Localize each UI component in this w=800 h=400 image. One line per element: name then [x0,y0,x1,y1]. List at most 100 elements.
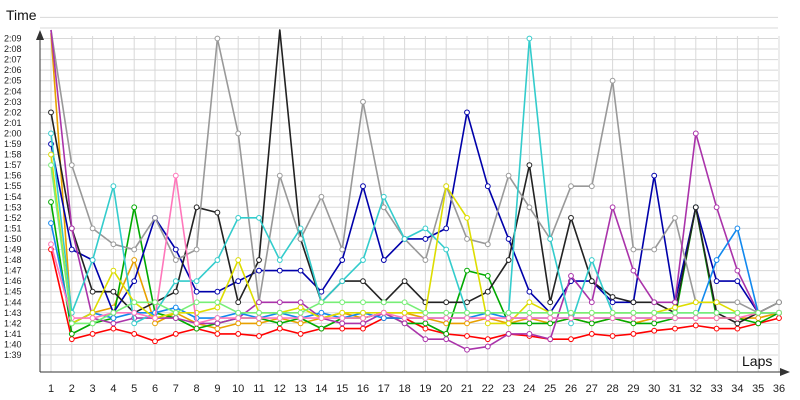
data-point [68,162,75,169]
x-tick-label: 34 [731,383,743,395]
x-axis-title: Laps [742,353,772,369]
data-point [609,309,616,316]
data-point [651,327,658,334]
data-point [131,320,138,327]
data-point [152,338,158,345]
y-tick-label: 2:06 [4,65,22,75]
data-point [464,333,470,339]
data-point [193,299,200,306]
data-point [568,336,574,343]
y-tick-label: 1:48 [4,255,22,265]
data-point [401,299,408,306]
data-point [48,241,54,248]
x-tick-label: 33 [710,383,722,395]
y-tick-label: 2:05 [4,76,22,86]
data-point [48,199,54,205]
data-point [422,320,429,327]
data-point [713,325,720,332]
data-point [568,214,574,221]
series-line [50,29,779,351]
data-point [89,257,96,263]
data-point [380,315,387,321]
data-point [110,267,117,274]
data-point [734,225,741,232]
data-point [755,320,762,327]
data-point [422,225,429,232]
data-point [568,183,574,190]
data-point [68,336,75,343]
data-point [505,320,512,327]
data-point [68,320,75,327]
x-tick-label: 28 [606,383,618,395]
data-point [588,320,595,327]
data-point [547,315,554,321]
data-point [131,246,138,253]
data-point [505,315,512,321]
series-line [50,249,780,343]
data-point [172,309,179,316]
data-point [588,299,595,306]
data-point [464,299,470,306]
data-point [734,315,741,321]
data-point [48,130,54,137]
data-point [484,320,491,327]
data-point [276,172,283,179]
data-point [505,236,512,242]
data-point [464,309,470,316]
data-point [193,325,200,332]
series-line [50,154,779,325]
data-point [630,299,637,306]
data-point [734,309,741,316]
data-point [568,320,574,327]
data-point [214,288,221,295]
data-point [630,320,637,327]
data-point [110,320,117,327]
data-point [464,267,470,274]
data-point [152,320,158,327]
data-point [526,331,533,337]
data-point [172,288,179,295]
y-tick-label: 1:43 [4,308,22,318]
data-point [235,309,242,316]
data-point [464,315,470,321]
data-point [464,214,470,221]
data-point [339,309,346,316]
data-point [776,315,782,321]
data-point [755,315,762,321]
data-point [401,236,408,242]
y-tick-label: 1:44 [4,297,22,307]
data-point [484,241,491,248]
data-point [193,320,200,327]
data-point [380,204,387,211]
data-point [692,309,699,316]
y-tick-label: 2:08 [4,44,22,54]
data-point [214,320,221,327]
x-tick-label: 14 [315,383,327,395]
data-point [256,214,262,221]
data-point [172,304,179,311]
data-point [256,257,262,263]
data-point [692,204,699,211]
data-point [547,309,554,316]
data-point [360,325,366,332]
data-point [588,278,595,285]
y-tick-label: 1:49 [4,245,22,255]
x-tick-label: 16 [357,383,369,395]
data-point [776,299,782,306]
x-tick-label: 3 [90,383,96,395]
series-9 [48,220,782,327]
series-4 [48,109,782,316]
data-point [443,299,450,306]
data-point [609,294,616,300]
data-point [484,272,491,279]
data-point [672,214,678,221]
data-point [609,333,616,339]
data-point [297,320,304,327]
data-point [505,257,512,263]
data-point [89,225,96,232]
y-tick-label: 1:58 [4,150,22,160]
data-point [360,278,366,285]
data-point [422,309,429,316]
data-point [214,35,221,42]
data-point [443,309,450,316]
